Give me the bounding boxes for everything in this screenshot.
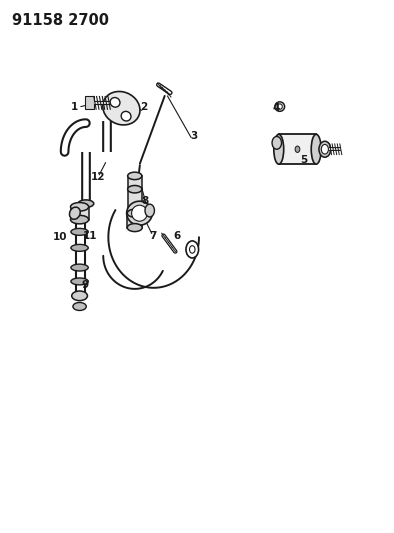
Bar — [127, 213, 142, 228]
Bar — [279, 134, 316, 164]
Text: 9: 9 — [81, 280, 88, 290]
Ellipse shape — [121, 111, 131, 121]
Bar — [71, 207, 89, 220]
Ellipse shape — [132, 205, 147, 221]
Text: 2: 2 — [141, 102, 148, 112]
Ellipse shape — [103, 92, 140, 125]
Text: 4: 4 — [272, 103, 279, 113]
Text: 91158 2700: 91158 2700 — [12, 13, 109, 28]
Circle shape — [272, 136, 281, 149]
Ellipse shape — [275, 102, 284, 111]
Ellipse shape — [110, 98, 120, 107]
Ellipse shape — [71, 264, 88, 271]
Text: 10: 10 — [53, 232, 67, 241]
Text: 1: 1 — [71, 102, 78, 111]
Circle shape — [295, 146, 300, 152]
Ellipse shape — [274, 134, 284, 164]
Text: 7: 7 — [149, 231, 156, 240]
Text: 12: 12 — [91, 172, 105, 182]
Ellipse shape — [78, 200, 94, 207]
Ellipse shape — [128, 185, 142, 193]
Bar — [85, 96, 94, 109]
Ellipse shape — [319, 141, 331, 157]
Circle shape — [145, 204, 154, 217]
Text: 11: 11 — [83, 231, 97, 240]
Ellipse shape — [72, 291, 87, 301]
Text: 5: 5 — [300, 155, 307, 165]
Ellipse shape — [127, 224, 142, 232]
Ellipse shape — [311, 134, 321, 164]
Ellipse shape — [127, 209, 142, 217]
Text: 3: 3 — [191, 131, 198, 141]
Ellipse shape — [71, 215, 89, 224]
Ellipse shape — [128, 172, 142, 180]
Ellipse shape — [71, 278, 88, 285]
Ellipse shape — [69, 207, 80, 219]
Bar — [128, 176, 142, 189]
Circle shape — [186, 241, 199, 258]
Ellipse shape — [277, 104, 282, 109]
Text: 8: 8 — [141, 197, 149, 206]
Ellipse shape — [71, 229, 88, 236]
Ellipse shape — [322, 144, 328, 154]
Ellipse shape — [71, 244, 88, 251]
Ellipse shape — [71, 203, 89, 211]
Ellipse shape — [73, 302, 86, 310]
Ellipse shape — [127, 201, 152, 225]
Bar — [128, 189, 142, 213]
Text: 6: 6 — [174, 231, 181, 240]
